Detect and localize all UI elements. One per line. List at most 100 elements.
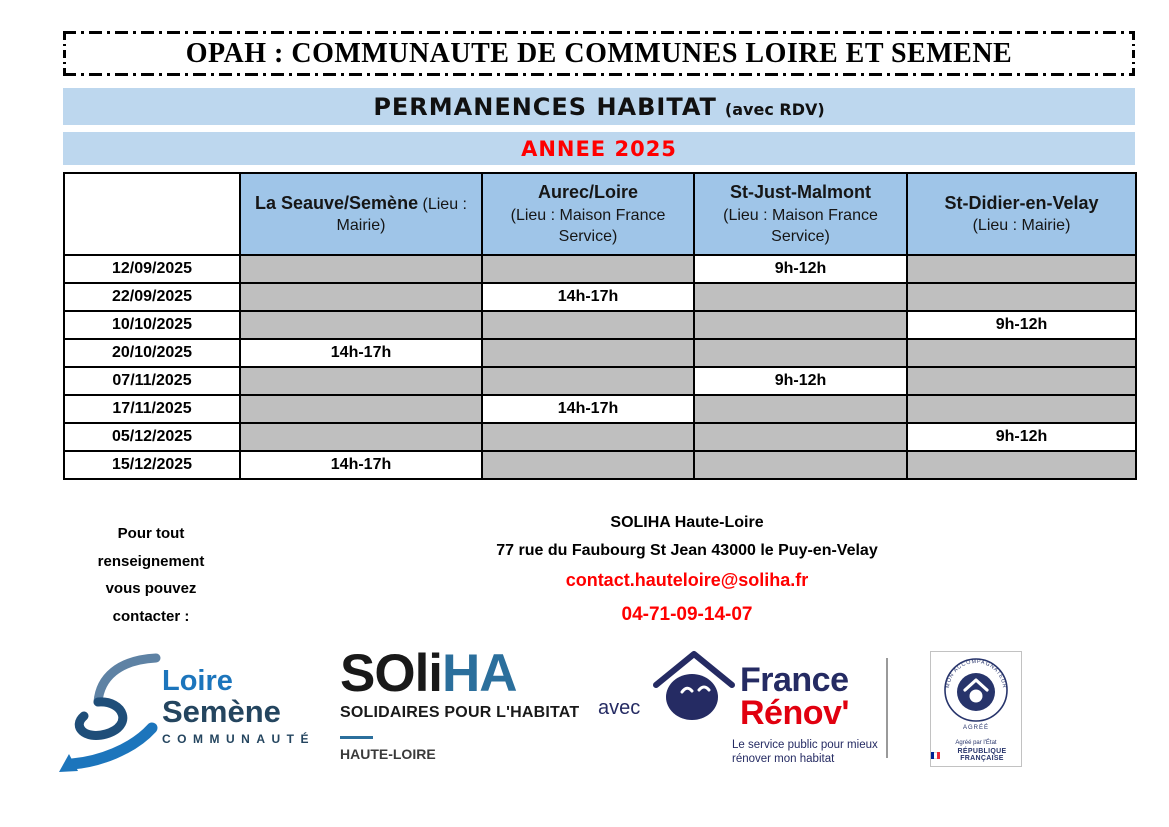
contact-address: 77 rue du Faubourg St Jean 43000 le Puy-… (496, 542, 878, 559)
document-title: OPAH : COMMUNAUTE DE COMMUNES LOIRE ET S… (185, 38, 1013, 69)
seal-sub-text: AGRÉÉ (963, 724, 989, 731)
table-row: 05/12/2025 9h-12h (63, 422, 1137, 452)
table-row: 20/10/2025 14h-17h (63, 338, 1137, 368)
column-city: St-Didier-en-Velay (944, 192, 1099, 213)
column-location: (Lieu : Mairie) (972, 217, 1071, 235)
date-cell: 05/12/2025 (63, 422, 241, 452)
loire-semene-wordmark: Loire Semène COMMUNAUTÉ (162, 666, 315, 746)
empty-cell (693, 310, 908, 340)
loire-semene-line2: Semène (162, 694, 281, 729)
column-location: (Lieu : Mairie) (336, 195, 467, 235)
date-cell: 22/09/2025 (63, 282, 241, 312)
soliha-logo: SOliHA SOLIDAIRES POUR L'HABITAT HAUTE-L… (340, 645, 600, 762)
empty-cell (693, 282, 908, 312)
avec-label: avec (598, 697, 641, 719)
column-header: Aurec/Loire (Lieu : Maison France Service… (481, 172, 695, 256)
empty-cell (481, 310, 695, 340)
column-city: La Seauve/Semène (254, 192, 419, 213)
empty-cell (481, 422, 695, 452)
empty-cell (906, 282, 1137, 312)
banner-year-text: ANNEE 2025 (521, 136, 677, 161)
column-header: St-Didier-en-Velay (Lieu : Mairie) (906, 172, 1137, 256)
contact-intro-line: Pour tout (117, 525, 185, 542)
column-location: (Lieu : Maison France Service) (510, 206, 666, 245)
banner-permanences-text: PERMANENCES HABITAT (373, 92, 717, 121)
france-renov-wordmark: France Rénov' (740, 661, 850, 732)
soliha-wordmark: SOliHA (340, 645, 600, 703)
date-cell: 12/09/2025 (63, 254, 241, 284)
france-renov-logo: France Rénov' Le service public pour mie… (650, 645, 885, 777)
empty-cell (906, 366, 1137, 396)
contact-intro-line: contacter : (112, 607, 190, 625)
loire-semene-logo: Loire Semène COMMUNAUTÉ (56, 650, 316, 778)
soliha-tagline: SOLIDAIRES POUR L'HABITAT (340, 704, 580, 721)
empty-cell (693, 394, 908, 424)
date-cell: 17/11/2025 (63, 394, 241, 424)
france-renov-line1: France (740, 661, 849, 699)
soliha-word-blue: HA (442, 644, 518, 703)
table-row: 07/11/2025 9h-12h (63, 366, 1137, 396)
schedule-header-row: La Seauve/Semène (Lieu : Mairie) Aurec/Lo… (63, 172, 1137, 256)
france-renov-line2: Rénov' (740, 694, 850, 732)
badge-agrement-line: Agréé par l'État (955, 740, 997, 746)
empty-cell (693, 422, 908, 452)
contact-org-name: SOLIHA Haute-Loire (610, 514, 764, 531)
empty-cell (239, 394, 483, 424)
date-cell: 10/10/2025 (63, 310, 241, 340)
empty-cell (239, 422, 483, 452)
time-cell: 14h-17h (239, 338, 483, 368)
loire-semene-line3: COMMUNAUTÉ (162, 732, 315, 746)
date-cell: 20/10/2025 (63, 338, 241, 368)
france-renov-tagline: Le service public pour mieux rénover mon… (732, 739, 878, 765)
soliha-word-black: SOli (340, 644, 443, 703)
time-cell: 14h-17h (239, 450, 483, 480)
column-city: St-Just-Malmont (730, 182, 871, 203)
contact-email[interactable]: contact.hauteloire@soliha.fr (565, 570, 809, 590)
empty-cell (239, 366, 483, 396)
table-row: 10/10/2025 9h-12h (63, 310, 1137, 340)
time-cell: 9h-12h (693, 254, 908, 284)
column-header: St-Just-Malmont (Lieu : Maison France Ser… (693, 172, 908, 256)
badge-republique-line: RÉPUBLIQUE FRANÇAISE (931, 748, 1021, 762)
table-row: 17/11/2025 14h-17h (63, 394, 1137, 424)
date-cell: 15/12/2025 (63, 450, 241, 480)
contact-block: SOLIHA Haute-Loire 77 rue du Faubourg St… (239, 514, 1135, 626)
accompagnateur-renov-seal-icon: MON ACCOMPAGNATEUR RÉNOV' AGRÉÉ (936, 649, 1008, 731)
document-title-box: OPAH : COMMUNAUTE DE COMMUNES LOIRE ET S… (63, 31, 1135, 76)
empty-cell (481, 254, 695, 284)
empty-cell (239, 282, 483, 312)
empty-cell (906, 338, 1137, 368)
loire-semene-line1: Loire (162, 665, 233, 697)
banner-permanences: PERMANENCES HABITAT (avec RDV) (63, 88, 1135, 125)
time-cell: 14h-17h (481, 282, 695, 312)
table-row: 22/09/2025 14h-17h (63, 282, 1137, 312)
time-cell: 14h-17h (481, 394, 695, 424)
empty-cell (481, 366, 695, 396)
column-city: Aurec/Loire (537, 182, 639, 203)
time-cell: 9h-12h (906, 310, 1137, 340)
table-row: 12/09/2025 9h-12h (63, 254, 1137, 284)
contact-intro: Pour tout renseignement vous pouvez cont… (63, 520, 239, 630)
france-renov-house-icon (653, 651, 735, 720)
empty-cell (906, 394, 1137, 424)
empty-cell (693, 450, 908, 480)
logo-divider (886, 658, 888, 758)
empty-cell (693, 338, 908, 368)
french-flag-icon (931, 751, 940, 759)
column-location: (Lieu : Maison France Service) (723, 206, 878, 245)
date-cell: 07/11/2025 (63, 366, 241, 396)
banner-permanences-suffix: (avec RDV) (724, 100, 825, 119)
empty-cell (239, 254, 483, 284)
soliha-rule (340, 736, 373, 739)
soliha-region: HAUTE-LOIRE (340, 746, 436, 762)
empty-cell (906, 254, 1137, 284)
loire-semene-swirl-icon (59, 653, 161, 772)
contact-intro-line: renseignement (97, 552, 205, 570)
empty-cell (481, 338, 695, 368)
banner-year: ANNEE 2025 (63, 132, 1135, 165)
schedule-table: La Seauve/Semène (Lieu : Mairie) Aurec/Lo… (63, 172, 1137, 480)
empty-cell (906, 450, 1137, 480)
contact-intro-line: vous pouvez (105, 580, 197, 597)
contact-phone: 04-71-09-14-07 (621, 604, 753, 625)
